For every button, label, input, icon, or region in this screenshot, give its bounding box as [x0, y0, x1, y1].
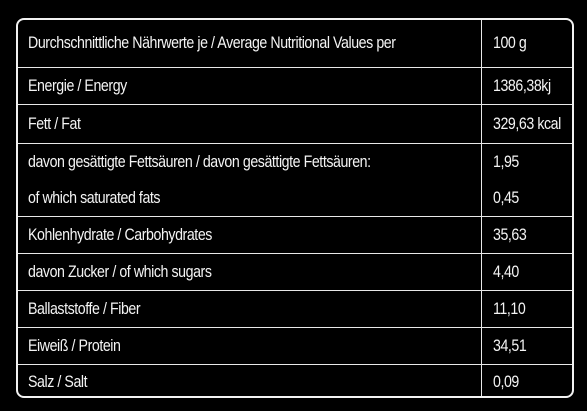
row-label-cell: davon gesättigte Fettsäuren / davon gesä… — [18, 144, 481, 181]
row-value: 1,95 — [493, 153, 519, 172]
row-value: 11,10 — [493, 300, 526, 319]
row-value-cell: 0,45 — [481, 180, 572, 216]
table-row-salt: Salz / Salt 0,09 — [18, 364, 572, 396]
row-label-cell: Ballaststoffe / Fiber — [18, 291, 481, 328]
row-label-cell: of which saturated fats — [18, 180, 481, 216]
row-value-cell: 329,63 kcal — [481, 105, 572, 144]
row-value-cell: 4,40 — [481, 254, 572, 291]
table-row-sugars: davon Zucker / of which sugars 4,40 — [18, 253, 572, 291]
nutrition-table: Durchschnittliche Nährwerte je / Average… — [16, 18, 574, 398]
table-row-fat: Fett / Fat 329,63 kcal — [18, 104, 572, 144]
row-value-cell: 35,63 — [481, 217, 572, 254]
row-value-cell: 11,10 — [481, 291, 572, 328]
row-label: Salz / Salt — [28, 372, 88, 391]
row-label: Energie / Energy — [28, 77, 127, 96]
row-label: Ballaststoffe / Fiber — [28, 300, 141, 319]
row-value-cell: 1386,38kj — [481, 68, 572, 105]
table-row-fiber: Ballaststoffe / Fiber 11,10 — [18, 290, 572, 328]
row-value: 4,40 — [493, 263, 519, 282]
header-value: 100 g — [493, 34, 527, 53]
row-label: of which saturated fats — [28, 188, 161, 207]
header-value-cell: 100 g — [481, 20, 572, 67]
row-label-cell: Salz / Salt — [18, 365, 481, 396]
table-row-saturated-fats-de: davon gesättigte Fettsäuren / davon gesä… — [18, 143, 572, 181]
row-label-cell: Eiweiß / Protein — [18, 328, 481, 365]
row-value-cell: 1,95 — [481, 144, 572, 181]
row-label: Eiweiß / Protein — [28, 337, 121, 356]
row-label: Kohlenhydrate / Carbohydrates — [28, 226, 212, 245]
row-label-cell: Fett / Fat — [18, 105, 481, 144]
row-value: 329,63 kcal — [493, 115, 561, 134]
header-label: Durchschnittliche Nährwerte je / Average… — [28, 34, 396, 53]
row-label: davon gesättigte Fettsäuren / davon gesä… — [28, 153, 371, 172]
table-row-protein: Eiweiß / Protein 34,51 — [18, 327, 572, 365]
row-value: 1386,38kj — [493, 77, 551, 96]
row-value: 0,09 — [493, 372, 519, 391]
row-label: davon Zucker / of which sugars — [28, 263, 212, 282]
header-label-cell: Durchschnittliche Nährwerte je / Average… — [18, 20, 481, 67]
table-row-energy: Energie / Energy 1386,38kj — [18, 67, 572, 105]
row-label-cell: Energie / Energy — [18, 68, 481, 105]
row-value: 0,45 — [493, 188, 519, 207]
row-value-cell: 0,09 — [481, 365, 572, 396]
row-label-cell: davon Zucker / of which sugars — [18, 254, 481, 291]
row-value: 35,63 — [493, 226, 527, 245]
column-divider — [481, 20, 482, 396]
row-label: Fett / Fat — [28, 115, 81, 134]
row-label-cell: Kohlenhydrate / Carbohydrates — [18, 217, 481, 254]
row-value: 34,51 — [493, 337, 527, 356]
row-value-cell: 34,51 — [481, 328, 572, 365]
table-row-carbohydrates: Kohlenhydrate / Carbohydrates 35,63 — [18, 216, 572, 254]
table-header-row: Durchschnittliche Nährwerte je / Average… — [18, 20, 572, 67]
table-row-saturated-fats-en: of which saturated fats 0,45 — [18, 180, 572, 216]
